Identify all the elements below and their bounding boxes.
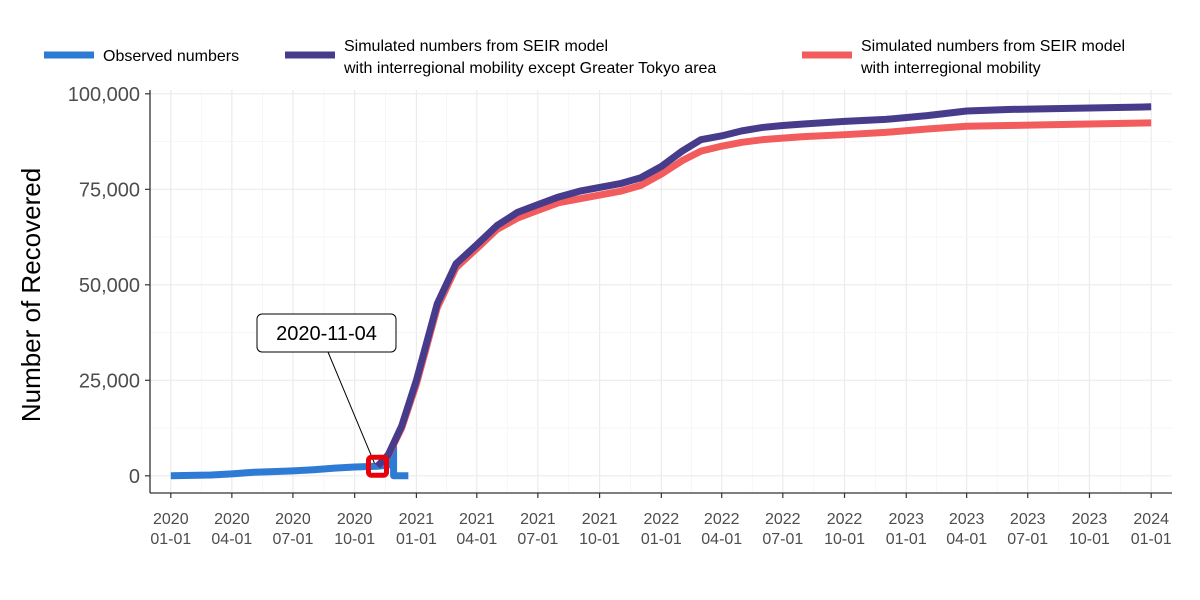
y-tick-label: 50,000 <box>79 275 140 297</box>
x-tick-label-year: 2024 <box>1133 511 1169 528</box>
x-tick-label-year: 2022 <box>704 511 740 528</box>
y-tick-label: 75,000 <box>79 179 140 201</box>
x-tick-label-date: 04-01 <box>211 531 252 548</box>
x-tick-label-date: 01-01 <box>886 531 927 548</box>
x-tick-label-year: 2023 <box>1010 511 1046 528</box>
series-layer <box>170 103 1152 480</box>
axes: 0 25,000 50,000 75,000 100,000 2020 01-01 2020 0… <box>68 84 1172 548</box>
x-tick-label-year: 2020 <box>275 511 311 528</box>
annotation-marker <box>365 454 389 478</box>
x-tick-label-year: 2020 <box>214 511 250 528</box>
x-tick-label-date: 07-01 <box>1007 531 1048 548</box>
x-tick-label-year: 2022 <box>644 511 680 528</box>
x-tick-label-year: 2021 <box>459 511 495 528</box>
grid <box>150 90 1172 493</box>
legend-item-observed: Observed numbers <box>44 48 239 65</box>
x-tick-label-date: 01-01 <box>396 531 437 548</box>
y-axis-title: Number of Recovered <box>16 168 46 422</box>
series-line-0 <box>170 443 409 480</box>
annotation-leader-line <box>327 351 375 464</box>
x-tick-label-date: 07-01 <box>517 531 558 548</box>
x-tick-label-year: 2022 <box>827 511 863 528</box>
x-tick-label-year: 2022 <box>765 511 801 528</box>
x-tick-label-date: 07-01 <box>762 531 803 548</box>
x-tick-label-date: 01-01 <box>641 531 682 548</box>
legend-label-observed: Observed numbers <box>103 48 239 65</box>
series-line-2 <box>375 119 1152 469</box>
y-tick-label: 0 <box>129 466 140 488</box>
x-tick-label-date: 07-01 <box>272 531 313 548</box>
x-tick-label-date: 10-01 <box>579 531 620 548</box>
x-tick-label-date: 10-01 <box>1069 531 1110 548</box>
legend-item-seir: Simulated numbers from SEIR model with i… <box>802 38 1125 77</box>
legend-label-seir-line1: Simulated numbers from SEIR model <box>861 38 1125 55</box>
x-tick-label-date: 01-01 <box>1131 531 1172 548</box>
annotation-box <box>256 313 397 353</box>
legend-label-seir-line2: with interregional mobility <box>860 60 1041 77</box>
x-tick-label-year: 2021 <box>582 511 618 528</box>
legend: Observed numbers Simulated numbers from … <box>44 38 1125 77</box>
y-tick-label: 25,000 <box>79 370 140 392</box>
x-tick-label-date: 04-01 <box>456 531 497 548</box>
x-tick-label-date: 04-01 <box>946 531 987 548</box>
x-tick-label-date: 10-01 <box>334 531 375 548</box>
y-tick-label: 100,000 <box>68 84 140 106</box>
x-tick-label-date: 10-01 <box>824 531 865 548</box>
legend-label-seir-except-tokyo-line2: with interregional mobility except Great… <box>343 60 716 77</box>
x-tick-label-date: 04-01 <box>701 531 742 548</box>
legend-item-seir-except-tokyo: Simulated numbers from SEIR model with i… <box>285 38 716 77</box>
x-tick-label-year: 2023 <box>1072 511 1108 528</box>
legend-label-seir-except-tokyo-line1: Simulated numbers from SEIR model <box>344 38 608 55</box>
series-line-1 <box>374 103 1152 469</box>
x-tick-label-date: 01-01 <box>150 531 191 548</box>
annotation-label: 2020-11-04 <box>276 323 377 345</box>
annotation-layer: 2020-11-04 <box>256 313 397 478</box>
x-tick-label-year: 2020 <box>337 511 373 528</box>
x-tick-label-year: 2023 <box>888 511 924 528</box>
x-tick-label-year: 2020 <box>153 511 189 528</box>
x-tick-label-year: 2021 <box>520 511 556 528</box>
x-tick-label-year: 2021 <box>399 511 435 528</box>
x-tick-label-year: 2023 <box>949 511 985 528</box>
